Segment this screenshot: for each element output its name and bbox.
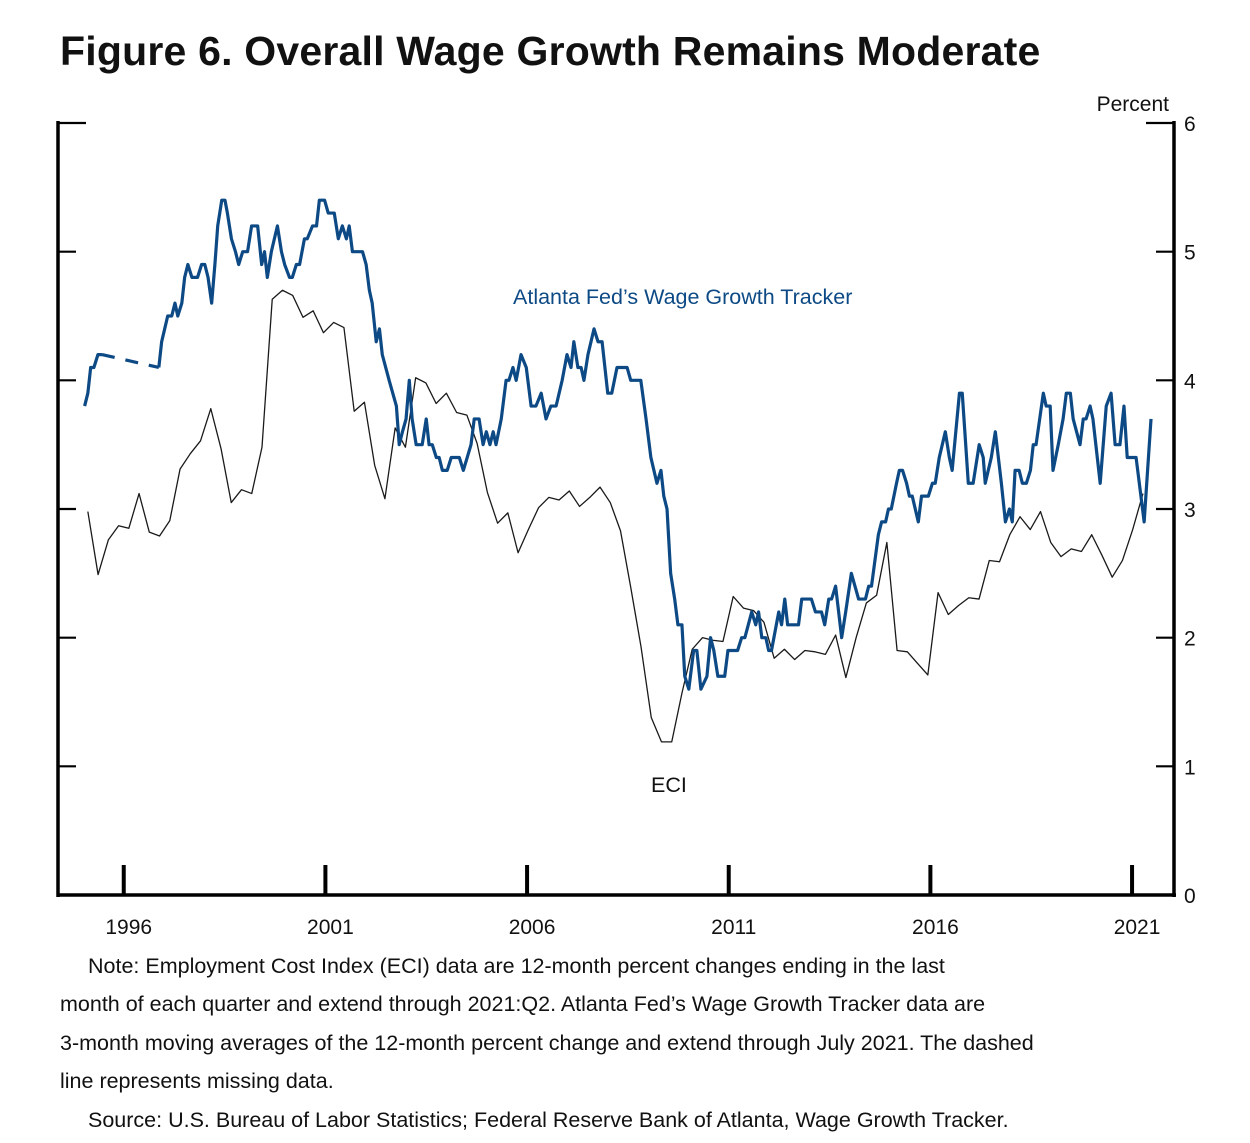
note-line: line represents missing data. <box>60 1068 334 1093</box>
y-tick-label: 6 <box>1184 113 1196 136</box>
labels: Percent Atlanta Fed’s Wage Growth Tracke… <box>513 93 1169 797</box>
y-axis-label: Percent <box>1097 93 1170 116</box>
annotation-wage-growth-tracker: Atlanta Fed’s Wage Growth Tracker <box>513 285 852 309</box>
y-tick-label: 0 <box>1184 885 1196 908</box>
eci-series <box>87 289 1144 743</box>
wage-growth-tracker-series <box>83 198 1153 691</box>
x-tick-label: 2021 <box>1114 916 1161 939</box>
x-tick-label: 2001 <box>307 916 354 939</box>
eci-line <box>87 289 1144 743</box>
note-line: 3-month moving averages of the 12-month … <box>60 1030 1034 1055</box>
wgt-line <box>157 198 1153 691</box>
wgt-line <box>83 353 102 407</box>
chart-source: Source: U.S. Bureau of Labor Statistics;… <box>88 1108 1009 1132</box>
y-tick-label: 3 <box>1184 499 1196 522</box>
wgt-missing-data-dashed-line <box>101 353 160 370</box>
x-tick-label: 1996 <box>105 916 152 939</box>
y-tick-label: 4 <box>1184 370 1196 393</box>
x-tick-label: 2016 <box>912 916 959 939</box>
note-line: month of each quarter and extend through… <box>60 992 986 1017</box>
note-line: Note: Employment Cost Index (ECI) data a… <box>88 954 945 978</box>
y-tick-label: 5 <box>1184 242 1196 265</box>
axes: 0 1 2 3 4 5 6 1996 2001 2006 2011 2016 2021 <box>56 113 1196 939</box>
x-tick-label: 2006 <box>509 916 556 939</box>
chart-note: Note: Employment Cost Index (ECI) data a… <box>60 947 1210 1100</box>
y-tick-label: 1 <box>1184 756 1196 779</box>
annotation-eci: ECI <box>651 773 687 797</box>
x-tick-label: 2011 <box>711 916 756 939</box>
chart-title: Figure 6. Overall Wage Growth Remains Mo… <box>60 28 1041 74</box>
y-tick-label: 2 <box>1184 628 1196 651</box>
